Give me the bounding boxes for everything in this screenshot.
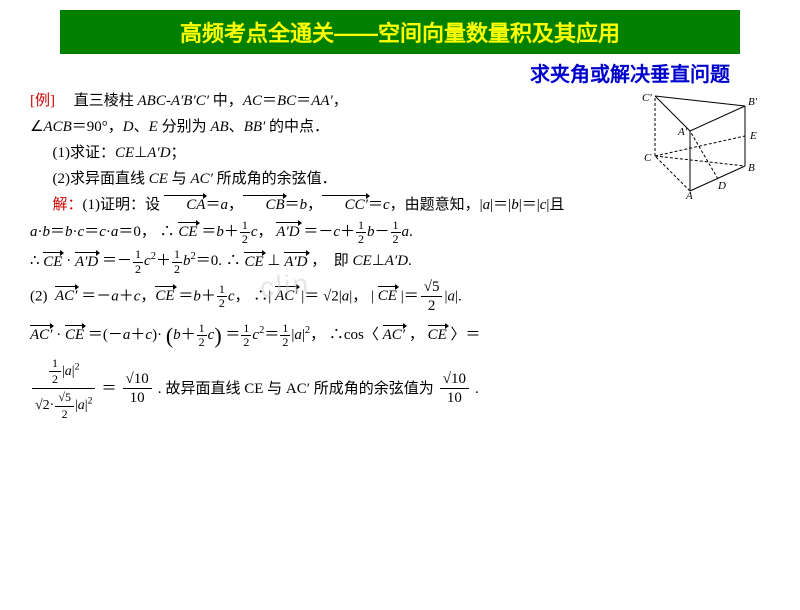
subtitle: 求夹角或解决垂直问题 [0, 58, 730, 87]
solution-l2: a·b＝b·c＝c·a＝0， ∴ CE ＝b＋12c， A′D ＝－c＋12b－… [30, 219, 770, 246]
example-label: [例] [30, 93, 55, 109]
prism-diagram: A B C D E A′ B′ C′ [630, 91, 770, 209]
svg-text:A′: A′ [677, 126, 688, 138]
problem-text-1: 直三棱柱 ABC-A′B′C′ 中，AC＝BC＝AA′， [59, 93, 348, 109]
title-banner: 高频考点全通关——空间向量数量积及其应用 [60, 10, 740, 54]
solution-l4: (2) AC′ ＝－a＋c，CE ＝b＋12c， ∴| AC′ |＝ √2|a|… [30, 278, 770, 316]
svg-text:C′: C′ [642, 92, 652, 104]
solution-l6: 12|a|2 √2·√52|a|2 ＝ √1010 . 故异面直线 CE 与 A… [30, 355, 770, 423]
conclusion-text: 故异面直线 CE 与 AC′ 所成角的余弦值为 [165, 377, 433, 401]
problem-text-2: ∠ACB＝90°，D、E 分别为 AB、BB′ 的中点． [30, 119, 329, 135]
svg-text:A: A [685, 190, 693, 201]
sol-label: 解： [53, 197, 83, 213]
svg-text:C: C [644, 152, 652, 164]
solution-l3: ∴ CE · A′D ＝－12c2＋12b2＝0. ∴ CE ⊥ A′D ， 即… [30, 248, 770, 275]
svg-text:B′: B′ [748, 96, 758, 108]
svg-text:B: B [748, 162, 755, 174]
svg-text:D: D [717, 180, 726, 192]
svg-text:E: E [749, 130, 757, 142]
solution-l5: AC′ · CE ＝(－a＋c)· (b＋12c) ＝12c2＝12|a|2， … [30, 318, 770, 353]
content-area: A B C D E A′ B′ C′ [例] 直三棱柱 ABC-A′B′C′ 中… [0, 89, 800, 423]
